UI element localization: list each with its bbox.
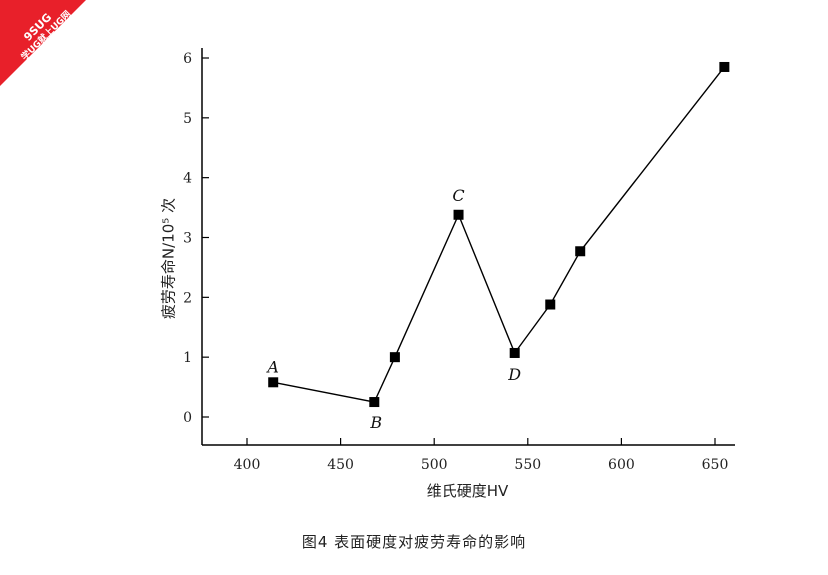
- y-tick-label: 2: [183, 290, 192, 306]
- y-tick-label: 3: [183, 231, 192, 247]
- point-label-a: A: [265, 357, 279, 376]
- x-tick-label: 450: [327, 457, 354, 473]
- point-label-c: C: [452, 186, 464, 205]
- x-tick-label: 500: [421, 457, 448, 473]
- y-tick-label: 0: [183, 410, 192, 426]
- series-line: [273, 66, 725, 403]
- data-point-marker: [389, 352, 400, 363]
- watermark-triangle: [0, 0, 86, 86]
- x-tick-label: 600: [608, 457, 635, 473]
- x-tick-label: 650: [702, 457, 729, 473]
- point-label-d: D: [507, 365, 521, 384]
- chart-series: A B C D: [265, 61, 730, 432]
- figure-caption: 图4 表面硬度对疲劳寿命的影响: [301, 533, 527, 551]
- data-point-marker: [369, 397, 380, 408]
- y-tick-label: 1: [183, 350, 192, 366]
- y-axis-label: 疲劳寿命N/10⁵ 次: [159, 197, 178, 320]
- data-point-marker: [453, 209, 464, 220]
- y-tick-label: 5: [183, 111, 192, 127]
- watermark-logo: 9SUG 学UG就上UG网: [0, 0, 90, 90]
- x-tick-label: 550: [514, 457, 541, 473]
- x-tick-label: 400: [234, 457, 261, 473]
- x-ticks: 400 450 500 550 600 650: [234, 438, 729, 473]
- data-point-marker: [509, 347, 520, 358]
- data-point-marker: [719, 61, 730, 72]
- y-ticks: 0 1 2 3 4 5 6: [183, 51, 209, 426]
- x-axis-label: 维氏硬度HV: [426, 482, 509, 500]
- data-point-marker: [575, 246, 586, 257]
- data-point-marker: [268, 377, 279, 388]
- chart-axes: [201, 48, 735, 446]
- point-label-b: B: [369, 413, 382, 432]
- y-tick-label: 6: [183, 51, 192, 67]
- y-tick-label: 4: [183, 171, 192, 187]
- data-point-marker: [545, 299, 556, 310]
